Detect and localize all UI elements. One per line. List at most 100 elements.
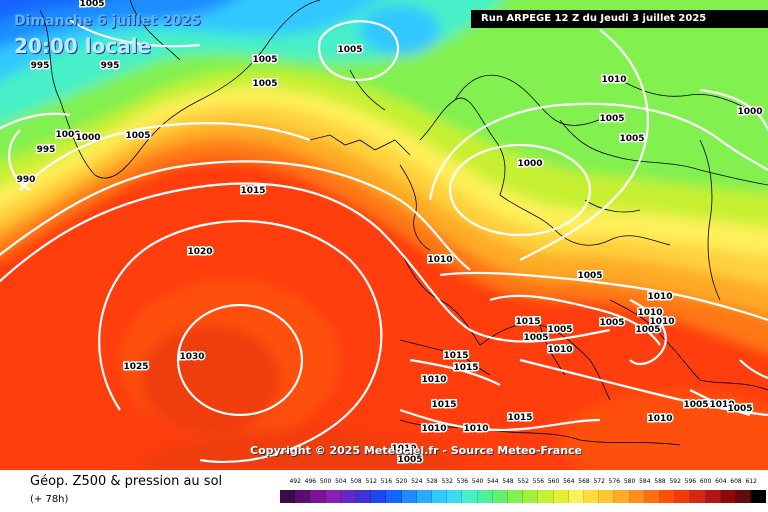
isobar-label: 1010 bbox=[637, 308, 662, 318]
scale-swatch bbox=[310, 490, 326, 503]
isobar-label: 1005 bbox=[337, 45, 362, 55]
scale-swatch bbox=[538, 490, 554, 503]
scale-tick-label: 528 bbox=[426, 478, 438, 485]
model-run-label: Run ARPEGE 12 Z du Jeudi 3 juillet 2025 bbox=[471, 10, 768, 28]
scale-tick-label: 568 bbox=[578, 478, 590, 485]
isobar-label: 1005 bbox=[125, 131, 150, 141]
scale-tick-label: 504 bbox=[335, 478, 347, 485]
scale-tick-label: 544 bbox=[487, 478, 499, 485]
scale-swatch bbox=[675, 490, 691, 503]
scale-tick-label: 608 bbox=[730, 478, 742, 485]
isobar-label: 1000 bbox=[737, 107, 762, 117]
isobar-label: 1005 bbox=[577, 271, 602, 281]
isobar-label: 1005 bbox=[252, 79, 277, 89]
scale-swatch bbox=[325, 490, 341, 503]
scale-swatch bbox=[492, 490, 508, 503]
scale-tick-label: 540 bbox=[471, 478, 484, 485]
scale-tick-label: 564 bbox=[563, 478, 575, 485]
scale-tick-label: 612 bbox=[745, 478, 757, 485]
isobar-label: 995 bbox=[31, 61, 50, 71]
scale-tick-label: 520 bbox=[395, 478, 408, 485]
isobar-label: 1005 bbox=[727, 404, 752, 414]
isobar-label: 1020 bbox=[187, 247, 212, 257]
scale-tick-label: 500 bbox=[319, 478, 332, 485]
scale-swatch bbox=[416, 490, 432, 503]
copyright-notice: Copyright © 2025 Meteociel.fr - Source M… bbox=[250, 444, 583, 457]
scale-swatch bbox=[720, 490, 736, 503]
scale-tick-label: 496 bbox=[304, 478, 317, 485]
scale-swatch bbox=[371, 490, 387, 503]
scale-tick-label: 604 bbox=[715, 478, 727, 485]
isobar-label: 1000 bbox=[75, 133, 100, 143]
scale-tick-label: 556 bbox=[532, 478, 545, 485]
scale-tick-label: 588 bbox=[654, 478, 666, 485]
scale-swatch bbox=[690, 490, 706, 503]
isobar-label: 1030 bbox=[179, 352, 204, 362]
pressure-labels: 995 9951000100099599010051005100510051005… bbox=[15, 0, 764, 467]
scale-swatch bbox=[340, 490, 356, 503]
scale-swatch bbox=[644, 490, 660, 503]
scale-swatch bbox=[508, 490, 524, 503]
weather-map: 995 995 1000 1000 995 990 1005 1005 1005 1005 1005… bbox=[0, 0, 768, 470]
forecast-date: Dimanche 6 juillet 2025 bbox=[14, 13, 201, 29]
scale-swatch bbox=[584, 490, 600, 503]
isobar-label: 990 bbox=[17, 175, 36, 185]
color-scale: 492 496 500 504 508 512 516 520 524 528 532 536 540 5… bbox=[280, 478, 767, 512]
scale-tick-label: 572 bbox=[593, 478, 605, 485]
scale-swatch bbox=[280, 490, 296, 503]
scale-swatch bbox=[432, 490, 448, 503]
scale-swatch bbox=[386, 490, 402, 503]
isobar-label: 1005 bbox=[547, 325, 572, 335]
isobar-label: 1010 bbox=[649, 317, 674, 327]
scale-swatch bbox=[736, 490, 752, 503]
scale-tick-label: 492 bbox=[289, 478, 301, 485]
isobar-label: 1015 bbox=[515, 317, 540, 327]
scale-tick-label: 548 bbox=[502, 478, 514, 485]
isobar-label: 1010 bbox=[427, 255, 452, 265]
isobar-label: 1010 bbox=[547, 345, 572, 355]
scale-tick-label: 512 bbox=[365, 478, 377, 485]
isobar-label: 1015 bbox=[453, 363, 478, 373]
scale-swatch bbox=[660, 490, 676, 503]
scale-tick-label: 600 bbox=[699, 478, 712, 485]
isobar-label: 1000 bbox=[55, 130, 80, 140]
scale-swatch bbox=[447, 490, 463, 503]
isobar-label: 1005 bbox=[683, 400, 708, 410]
isobar-label: 1005 bbox=[635, 325, 660, 335]
scale-swatch bbox=[705, 490, 721, 503]
scale-tick-label: 592 bbox=[669, 478, 681, 485]
scale-tick-label: 552 bbox=[517, 478, 529, 485]
forecast-time: 20:00 locale bbox=[14, 34, 151, 58]
scale-tick-label: 532 bbox=[441, 478, 453, 485]
isobar-label: 1015 bbox=[443, 351, 468, 361]
isobar-label: 1000 bbox=[517, 159, 542, 169]
scale-tick-label: 576 bbox=[608, 478, 621, 485]
scale-swatch bbox=[751, 490, 767, 503]
scale-tick-label: 580 bbox=[623, 478, 636, 485]
isobar-label: 1005 bbox=[599, 114, 624, 124]
isobars bbox=[0, 19, 768, 464]
isobar-label: 1010 bbox=[647, 292, 672, 302]
isobar-label: 1005 bbox=[523, 333, 548, 343]
isobar-label: 1015 bbox=[431, 400, 456, 410]
isobar-label: 1010 bbox=[647, 414, 672, 424]
isobar-label: 1005 bbox=[252, 55, 277, 65]
scale-swatch bbox=[356, 490, 372, 503]
isobar-label: 1025 bbox=[123, 362, 148, 372]
scale-tick-label: 536 bbox=[456, 478, 469, 485]
scale-swatch bbox=[295, 490, 311, 503]
isobar-label: 1010 bbox=[601, 75, 626, 85]
scale-tick-label: 596 bbox=[684, 478, 697, 485]
scale-tick-label: 560 bbox=[547, 478, 560, 485]
isobar-label: 995 bbox=[101, 61, 120, 71]
scale-swatch bbox=[629, 490, 645, 503]
map-title: Géop. Z500 & pression au sol bbox=[30, 474, 223, 489]
scale-swatch bbox=[599, 490, 615, 503]
isobar-label: 1010 bbox=[421, 424, 446, 434]
isobar-label: 1010 bbox=[463, 424, 488, 434]
isobar-label: 1005 bbox=[397, 455, 422, 465]
map-canvas: 995 9951000100099599010051005100510051005… bbox=[0, 0, 768, 470]
isobar-label: 1005 bbox=[79, 0, 104, 9]
scale-tick-label: 584 bbox=[639, 478, 651, 485]
scale-swatch bbox=[401, 490, 417, 503]
